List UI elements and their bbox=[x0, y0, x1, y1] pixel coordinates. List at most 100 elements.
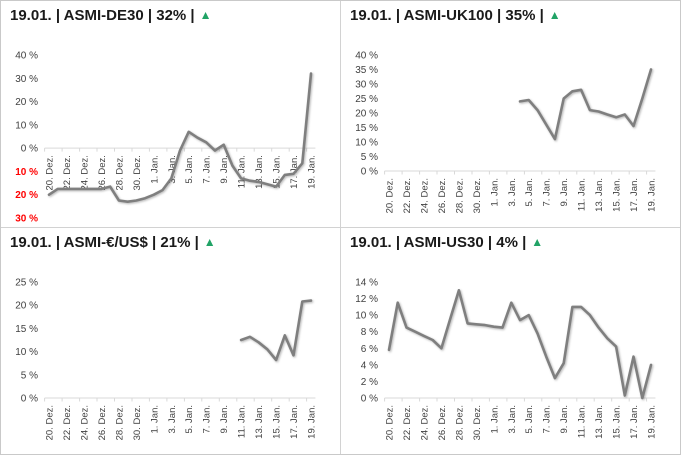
svg-text:5. Jan.: 5. Jan. bbox=[184, 155, 195, 184]
svg-text:24. Dez.: 24. Dez. bbox=[419, 178, 430, 213]
svg-text:28. Dez.: 28. Dez. bbox=[114, 155, 125, 190]
svg-text:20 %: 20 % bbox=[15, 97, 38, 108]
trend-up-icon: ▲ bbox=[199, 8, 212, 22]
svg-text:20. Dez.: 20. Dez. bbox=[45, 155, 56, 190]
svg-text:9. Jan.: 9. Jan. bbox=[559, 178, 570, 207]
chart-title: 19.01. | ASMI-UK100 | 35% | ▲ bbox=[341, 1, 680, 34]
svg-text:15. Jan.: 15. Jan. bbox=[272, 405, 283, 439]
svg-text:24. Dez.: 24. Dez. bbox=[79, 155, 90, 190]
svg-text:1. Jan.: 1. Jan. bbox=[489, 405, 500, 434]
svg-text:7. Jan.: 7. Jan. bbox=[202, 405, 213, 434]
svg-text:15. Jan.: 15. Jan. bbox=[612, 178, 623, 212]
svg-text:19. Jan.: 19. Jan. bbox=[307, 155, 318, 189]
svg-text:22. Dez.: 22. Dez. bbox=[62, 405, 73, 440]
chart-title: 19.01. | ASMI-€/US$ | 21% | ▲ bbox=[1, 228, 340, 261]
svg-text:1. Jan.: 1. Jan. bbox=[149, 405, 160, 434]
svg-text:30 %: 30 % bbox=[15, 74, 38, 85]
svg-text:20. Dez.: 20. Dez. bbox=[45, 405, 56, 440]
svg-text:10 %: 10 % bbox=[15, 347, 38, 358]
svg-text:3. Jan.: 3. Jan. bbox=[507, 178, 518, 207]
line-chart-uk100: 40 % 35 % 30 % 25 % 20 % 15 % 10 % 5 % 0 % 20. De… bbox=[341, 34, 679, 227]
svg-text:4 %: 4 % bbox=[361, 360, 378, 371]
svg-text:30 %: 30 % bbox=[15, 214, 38, 225]
svg-text:30. Dez.: 30. Dez. bbox=[132, 155, 143, 190]
svg-text:22. Dez.: 22. Dez. bbox=[402, 405, 413, 440]
svg-text:28. Dez.: 28. Dez. bbox=[454, 178, 465, 213]
svg-text:15. Jan.: 15. Jan. bbox=[612, 405, 623, 439]
svg-text:17. Jan.: 17. Jan. bbox=[289, 405, 300, 439]
svg-text:13. Jan.: 13. Jan. bbox=[594, 178, 605, 212]
svg-text:10 %: 10 % bbox=[355, 311, 378, 322]
svg-text:1. Jan.: 1. Jan. bbox=[489, 178, 500, 207]
svg-text:20 %: 20 % bbox=[15, 190, 38, 201]
svg-text:0 %: 0 % bbox=[361, 394, 378, 405]
svg-text:20. Dez.: 20. Dez. bbox=[385, 405, 396, 440]
svg-text:40 %: 40 % bbox=[15, 51, 38, 62]
svg-text:5. Jan.: 5. Jan. bbox=[524, 405, 535, 434]
svg-text:13. Jan.: 13. Jan. bbox=[594, 405, 605, 439]
chart-panel-asmi-eurusd[interactable]: 19.01. | ASMI-€/US$ | 21% | ▲ 25 % 20 % 15 … bbox=[1, 228, 341, 454]
svg-text:11. Jan.: 11. Jan. bbox=[237, 155, 248, 188]
svg-text:20 %: 20 % bbox=[355, 109, 378, 120]
svg-text:5. Jan.: 5. Jan. bbox=[524, 178, 535, 207]
svg-text:11. Jan.: 11. Jan. bbox=[237, 405, 248, 438]
svg-text:26. Dez.: 26. Dez. bbox=[97, 405, 108, 440]
svg-text:2 %: 2 % bbox=[361, 377, 378, 388]
svg-text:9. Jan.: 9. Jan. bbox=[559, 405, 570, 434]
svg-text:11. Jan.: 11. Jan. bbox=[577, 178, 588, 211]
svg-text:28. Dez.: 28. Dez. bbox=[454, 405, 465, 440]
trend-up-icon: ▲ bbox=[531, 235, 544, 249]
svg-text:9. Jan.: 9. Jan. bbox=[219, 405, 230, 434]
svg-text:25 %: 25 % bbox=[15, 278, 38, 289]
chart-title: 19.01. | ASMI-DE30 | 32% | ▲ bbox=[1, 1, 340, 34]
svg-text:30. Dez.: 30. Dez. bbox=[472, 178, 483, 213]
svg-text:26. Dez.: 26. Dez. bbox=[97, 155, 108, 190]
svg-text:25 %: 25 % bbox=[355, 94, 378, 105]
svg-text:8 %: 8 % bbox=[361, 327, 378, 338]
svg-text:13. Jan.: 13. Jan. bbox=[254, 155, 265, 189]
svg-text:19. Jan.: 19. Jan. bbox=[647, 178, 658, 212]
svg-text:17. Jan.: 17. Jan. bbox=[629, 178, 640, 212]
svg-text:40 %: 40 % bbox=[355, 51, 378, 62]
svg-text:0 %: 0 % bbox=[21, 394, 38, 405]
svg-text:0 %: 0 % bbox=[361, 167, 378, 178]
chart-title-text: 19.01. | ASMI-€/US$ | 21% | bbox=[10, 234, 199, 251]
svg-text:1. Jan.: 1. Jan. bbox=[149, 155, 160, 184]
svg-text:10 %: 10 % bbox=[15, 167, 38, 178]
svg-text:7. Jan.: 7. Jan. bbox=[542, 178, 553, 207]
svg-text:20 %: 20 % bbox=[15, 301, 38, 312]
svg-text:11. Jan.: 11. Jan. bbox=[577, 405, 588, 438]
svg-text:5. Jan.: 5. Jan. bbox=[184, 405, 195, 434]
svg-text:3. Jan.: 3. Jan. bbox=[167, 405, 178, 434]
svg-text:10 %: 10 % bbox=[355, 138, 378, 149]
svg-text:7. Jan.: 7. Jan. bbox=[542, 405, 553, 434]
svg-text:14 %: 14 % bbox=[355, 278, 378, 289]
svg-text:10 %: 10 % bbox=[15, 120, 38, 131]
svg-text:3. Jan.: 3. Jan. bbox=[507, 405, 518, 434]
svg-text:28. Dez.: 28. Dez. bbox=[114, 405, 125, 440]
line-chart-us30: 14 % 12 % 10 % 8 % 6 % 4 % 2 % 0 % 20. Dez. 22. D… bbox=[341, 261, 679, 454]
chart-panel-asmi-de30[interactable]: 19.01. | ASMI-DE30 | 32% | ▲ 40 % 30 % 20 %… bbox=[1, 1, 341, 228]
svg-text:17. Jan.: 17. Jan. bbox=[629, 405, 640, 439]
svg-text:5 %: 5 % bbox=[21, 370, 38, 381]
svg-text:22. Dez.: 22. Dez. bbox=[62, 155, 73, 190]
svg-text:15. Jan.: 15. Jan. bbox=[272, 155, 283, 189]
trend-up-icon: ▲ bbox=[203, 235, 216, 249]
svg-text:3. Jan.: 3. Jan. bbox=[167, 155, 178, 184]
svg-text:26. Dez.: 26. Dez. bbox=[437, 405, 448, 440]
svg-text:19. Jan.: 19. Jan. bbox=[647, 405, 658, 439]
svg-text:22. Dez.: 22. Dez. bbox=[402, 178, 413, 213]
svg-text:30. Dez.: 30. Dez. bbox=[472, 405, 483, 440]
chart-title-text: 19.01. | ASMI-UK100 | 35% | bbox=[350, 7, 544, 24]
line-chart-de30: 40 % 30 % 20 % 10 % 0 % 10 % 20 % 30 % 20. Dez. 2… bbox=[1, 34, 339, 227]
chart-title-text: 19.01. | ASMI-DE30 | 32% | bbox=[10, 7, 195, 24]
chart-title: 19.01. | ASMI-US30 | 4% | ▲ bbox=[341, 228, 680, 261]
svg-text:13. Jan.: 13. Jan. bbox=[254, 405, 265, 439]
svg-text:30. Dez.: 30. Dez. bbox=[132, 405, 143, 440]
svg-text:30 %: 30 % bbox=[355, 80, 378, 91]
chart-panel-asmi-uk100[interactable]: 19.01. | ASMI-UK100 | 35% | ▲ 40 % 35 % 30 … bbox=[341, 1, 680, 228]
svg-text:15 %: 15 % bbox=[355, 123, 378, 134]
line-chart-eurusd: 25 % 20 % 15 % 10 % 5 % 0 % 20. Dez. 22. Dez. 24… bbox=[1, 261, 339, 454]
chart-panel-asmi-us30[interactable]: 19.01. | ASMI-US30 | 4% | ▲ 14 % 12 % 10 % 8… bbox=[341, 228, 680, 454]
